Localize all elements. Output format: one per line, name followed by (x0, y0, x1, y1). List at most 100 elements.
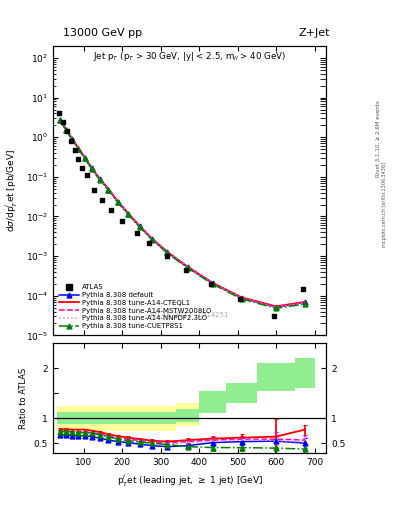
Pythia 8.308 tune-CUETP8S1 (150, 237, 154, 243)
Pythia 8.308 tune-CUETP8S1 (137, 224, 142, 230)
Line: Pythia 8.308 default: Pythia 8.308 default (57, 117, 307, 309)
Pythia 8.308 tune-A14-NNPDF2.3LO (89, 165, 94, 171)
Pythia 8.308 tune-CUETP8S1 (76, 146, 81, 152)
Pythia 8.308 tune-A14-CTEQL1 (89, 164, 94, 170)
Pythia 8.308 tune-CUETP8S1 (70, 137, 75, 143)
Pythia 8.308 default (303, 300, 307, 306)
Pythia 8.308 default (165, 249, 170, 255)
Pythia 8.308 tune-A14-CTEQL1 (58, 116, 62, 122)
Pythia 8.308 default (239, 295, 244, 301)
Pythia 8.308 tune-A14-MSTW2008LO (165, 249, 170, 255)
Legend: ATLAS, Pythia 8.308 default, Pythia 8.308 tune-A14-CTEQL1, Pythia 8.308 tune-A14: ATLAS, Pythia 8.308 default, Pythia 8.30… (57, 282, 214, 332)
Pythia 8.308 tune-A14-NNPDF2.3LO (58, 116, 62, 122)
Pythia 8.308 tune-A14-MSTW2008LO (239, 295, 244, 301)
Pythia 8.308 tune-A14-CTEQL1 (106, 186, 111, 192)
Pythia 8.308 tune-A14-MSTW2008LO (58, 116, 62, 122)
Pythia 8.308 tune-CUETP8S1 (64, 127, 68, 133)
Pythia 8.308 tune-CUETP8S1 (274, 305, 279, 311)
Text: Jet p$_T$ (p$_T$ > 30 GeV, |y| < 2.5, m$_{ll}$ > 40 GeV): Jet p$_T$ (p$_T$ > 30 GeV, |y| < 2.5, m$… (93, 50, 286, 63)
Pythia 8.308 tune-A14-NNPDF2.3LO (274, 304, 279, 310)
Pythia 8.308 default (185, 264, 190, 270)
Pythia 8.308 tune-A14-CTEQL1 (82, 154, 87, 160)
Pythia 8.308 tune-A14-MSTW2008LO (126, 210, 130, 217)
Pythia 8.308 tune-A14-MSTW2008LO (274, 304, 279, 310)
Text: 13000 GeV pp: 13000 GeV pp (63, 28, 142, 38)
Pythia 8.308 tune-A14-CTEQL1 (76, 145, 81, 151)
Pythia 8.308 tune-A14-NNPDF2.3LO (97, 176, 102, 182)
Pythia 8.308 tune-A14-NNPDF2.3LO (70, 136, 75, 142)
Line: Pythia 8.308 tune-CUETP8S1: Pythia 8.308 tune-CUETP8S1 (57, 118, 307, 311)
ATLAS (79, 164, 85, 172)
Pythia 8.308 tune-A14-CTEQL1 (303, 299, 307, 305)
Pythia 8.308 tune-A14-MSTW2008LO (89, 165, 94, 171)
Pythia 8.308 tune-A14-MSTW2008LO (185, 264, 190, 270)
Pythia 8.308 tune-CUETP8S1 (106, 187, 111, 194)
Pythia 8.308 tune-A14-MSTW2008LO (150, 236, 154, 242)
Pythia 8.308 default (97, 176, 102, 182)
ATLAS (84, 171, 90, 179)
ATLAS (91, 185, 97, 194)
Pythia 8.308 tune-A14-MSTW2008LO (97, 176, 102, 182)
Pythia 8.308 tune-A14-NNPDF2.3LO (82, 155, 87, 161)
ATLAS (56, 109, 62, 117)
Pythia 8.308 tune-CUETP8S1 (126, 211, 130, 218)
Pythia 8.308 tune-A14-MSTW2008LO (210, 280, 215, 286)
ATLAS (208, 280, 214, 288)
Pythia 8.308 tune-A14-CTEQL1 (239, 294, 244, 301)
Pythia 8.308 tune-A14-CTEQL1 (126, 210, 130, 216)
Pythia 8.308 tune-CUETP8S1 (82, 155, 87, 161)
Pythia 8.308 tune-A14-NNPDF2.3LO (106, 186, 111, 193)
Line: Pythia 8.308 tune-A14-MSTW2008LO: Pythia 8.308 tune-A14-MSTW2008LO (60, 119, 305, 307)
Pythia 8.308 tune-A14-CTEQL1 (64, 126, 68, 132)
Pythia 8.308 tune-A14-CTEQL1 (97, 176, 102, 182)
ATLAS (108, 205, 114, 214)
Pythia 8.308 tune-A14-NNPDF2.3LO (210, 281, 215, 287)
Pythia 8.308 default (76, 145, 81, 152)
Line: Pythia 8.308 tune-A14-CTEQL1: Pythia 8.308 tune-A14-CTEQL1 (60, 119, 305, 306)
Pythia 8.308 tune-A14-NNPDF2.3LO (165, 249, 170, 255)
Pythia 8.308 tune-CUETP8S1 (58, 117, 62, 123)
Pythia 8.308 tune-A14-NNPDF2.3LO (64, 126, 68, 133)
Pythia 8.308 default (137, 223, 142, 229)
Pythia 8.308 tune-A14-CTEQL1 (137, 223, 142, 229)
Pythia 8.308 default (82, 155, 87, 161)
Pythia 8.308 tune-CUETP8S1 (165, 250, 170, 256)
Pythia 8.308 tune-CUETP8S1 (303, 301, 307, 307)
Pythia 8.308 tune-A14-NNPDF2.3LO (137, 223, 142, 229)
ATLAS (183, 266, 189, 274)
Pythia 8.308 tune-CUETP8S1 (115, 199, 120, 205)
Pythia 8.308 tune-A14-NNPDF2.3LO (115, 199, 120, 205)
Pythia 8.308 default (274, 304, 279, 310)
Pythia 8.308 default (58, 116, 62, 122)
ATLAS (237, 294, 243, 303)
Text: Z+Jet: Z+Jet (299, 28, 330, 38)
ATLAS (163, 252, 170, 260)
Pythia 8.308 tune-A14-CTEQL1 (70, 136, 75, 142)
Pythia 8.308 tune-A14-CTEQL1 (185, 264, 190, 270)
Pythia 8.308 tune-A14-MSTW2008LO (115, 198, 120, 204)
Pythia 8.308 default (106, 186, 111, 193)
ATLAS (68, 137, 74, 145)
Pythia 8.308 tune-A14-CTEQL1 (150, 236, 154, 242)
ATLAS (75, 155, 82, 163)
Text: Rivet 3.1.10, ≥ 2.6M events: Rivet 3.1.10, ≥ 2.6M events (376, 100, 380, 177)
Pythia 8.308 tune-A14-NNPDF2.3LO (126, 210, 130, 217)
Pythia 8.308 tune-A14-NNPDF2.3LO (150, 236, 154, 242)
X-axis label: p$_T^{j}$et (leading jet, $\geq$ 1 jet) [GeV]: p$_T^{j}$et (leading jet, $\geq$ 1 jet) … (117, 473, 263, 489)
ATLAS (119, 217, 125, 225)
Pythia 8.308 tune-A14-CTEQL1 (274, 303, 279, 309)
Text: mcplots.cern.ch [arXiv:1306.3436]: mcplots.cern.ch [arXiv:1306.3436] (382, 162, 387, 247)
Pythia 8.308 tune-A14-NNPDF2.3LO (185, 264, 190, 270)
Pythia 8.308 tune-A14-MSTW2008LO (64, 126, 68, 133)
Pythia 8.308 tune-CUETP8S1 (89, 165, 94, 172)
Pythia 8.308 default (89, 165, 94, 171)
ATLAS (64, 127, 70, 136)
Pythia 8.308 tune-CUETP8S1 (97, 177, 102, 183)
Pythia 8.308 tune-A14-MSTW2008LO (106, 186, 111, 192)
ATLAS (300, 285, 306, 293)
ATLAS (146, 239, 152, 247)
Y-axis label: d$\sigma$/dp$_T^{j}$et [pb/GeV]: d$\sigma$/dp$_T^{j}$et [pb/GeV] (4, 149, 20, 232)
Pythia 8.308 default (70, 136, 75, 142)
ATLAS (133, 229, 140, 237)
Pythia 8.308 tune-CUETP8S1 (239, 296, 244, 302)
